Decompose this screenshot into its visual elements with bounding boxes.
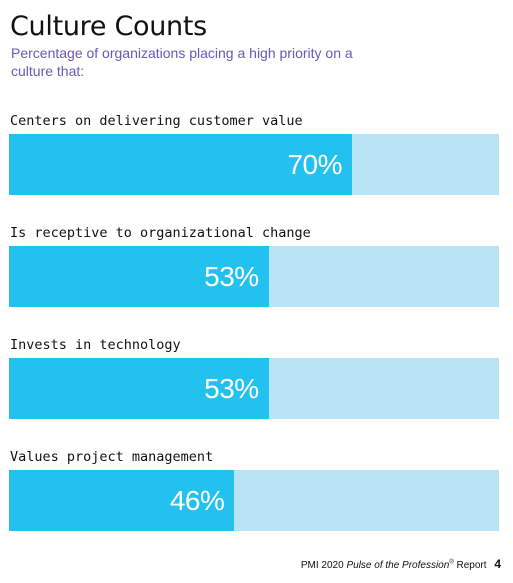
chart-title: Culture Counts bbox=[10, 11, 207, 42]
footer-report-name: Pulse of the Profession bbox=[346, 560, 450, 571]
bar-track: 53% bbox=[9, 358, 499, 419]
bar bbox=[9, 358, 269, 419]
bar-category-label: Is receptive to organizational change bbox=[10, 225, 311, 241]
bar-value-label: 46% bbox=[169, 485, 225, 516]
footer-prefix: PMI 2020 bbox=[300, 560, 344, 571]
bar-track: 46% bbox=[9, 470, 499, 531]
page-footer: PMI 2020 Pulse of the Profession® Report… bbox=[301, 557, 501, 573]
bar bbox=[9, 470, 235, 531]
page-number: 4 bbox=[494, 557, 501, 571]
bar-track: 70% bbox=[9, 134, 499, 195]
registered-mark: ® bbox=[449, 559, 454, 566]
footer-suffix: Report bbox=[456, 560, 487, 571]
chart-subtitle: Percentage of organizations placing a hi… bbox=[11, 45, 353, 79]
bar bbox=[9, 246, 269, 307]
bar-value-label: 53% bbox=[204, 373, 259, 404]
bar-value-label: 70% bbox=[287, 149, 342, 180]
bar-category-label: Values project management bbox=[10, 449, 214, 465]
bar-value-label: 53% bbox=[204, 261, 259, 292]
bar bbox=[9, 134, 352, 195]
bar-track: 53% bbox=[9, 246, 499, 307]
bar-category-label: Centers on delivering customer value bbox=[10, 113, 303, 129]
bar-category-label: Invests in technology bbox=[10, 337, 181, 353]
